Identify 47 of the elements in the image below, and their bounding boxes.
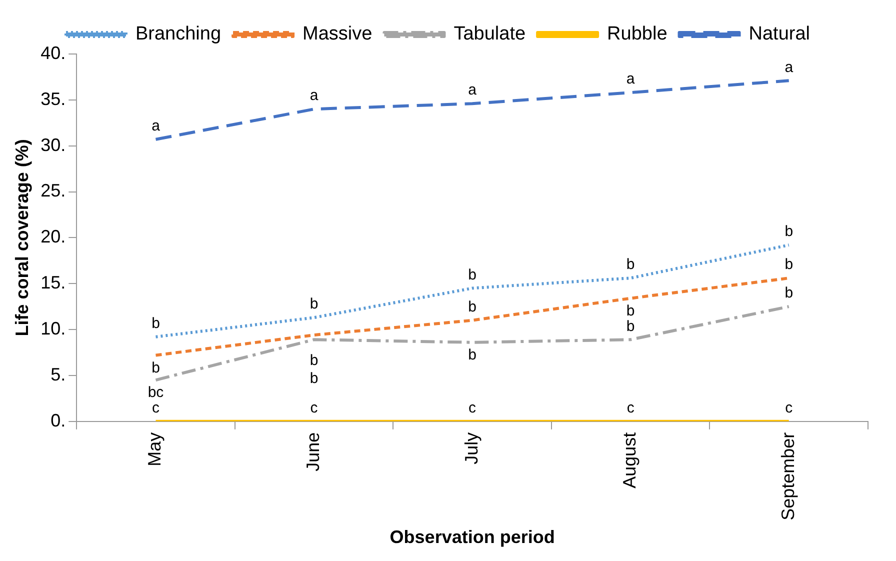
annotation: b xyxy=(152,315,160,332)
legend-label: Natural xyxy=(748,24,810,45)
annotation: b xyxy=(468,298,476,316)
annotation: b xyxy=(310,296,318,313)
annotation: b xyxy=(626,256,635,274)
annotation: b xyxy=(626,302,635,320)
y-tick-label: 25. xyxy=(40,180,66,201)
x-tick-label: September xyxy=(778,432,798,520)
annotation: bc xyxy=(148,384,164,402)
y-tick-label: 30. xyxy=(40,134,66,155)
legend-label: Massive xyxy=(302,24,372,45)
annotation: b xyxy=(784,223,794,240)
legend-label: Branching xyxy=(135,24,222,45)
annotation: b xyxy=(152,359,160,376)
annotation: c xyxy=(468,399,477,416)
legend-label: Rubble xyxy=(607,24,668,45)
annotation: c xyxy=(626,399,635,416)
x-axis-title: Observation period xyxy=(390,527,555,548)
annotation: b xyxy=(626,318,635,335)
annotation: c xyxy=(152,399,160,416)
annotation: a xyxy=(468,82,478,99)
y-tick-label: 20. xyxy=(40,226,66,247)
y-tick-label: 0. xyxy=(50,410,66,430)
annotation: b xyxy=(310,352,318,370)
annotation: b xyxy=(468,346,476,364)
x-tick-label: August xyxy=(620,432,640,488)
x-tick-label: May xyxy=(144,432,165,466)
annotation: a xyxy=(626,70,636,88)
annotation: b xyxy=(784,256,794,274)
x-tick-label: July xyxy=(461,432,482,464)
y-tick-label: 15. xyxy=(40,272,66,293)
annotation: a xyxy=(152,118,161,135)
y-tick-label: 10. xyxy=(40,318,66,338)
legend-label: Tabulate xyxy=(454,24,526,45)
annotation: b xyxy=(468,266,476,284)
annotation: b xyxy=(784,284,794,302)
y-tick-label: 5. xyxy=(50,364,66,384)
y-tick-label: 40. xyxy=(40,42,66,63)
y-tick-label: 35. xyxy=(40,88,66,109)
y-axis-title: Life coral coverage (%) xyxy=(12,139,32,336)
x-tick-label: June xyxy=(303,432,324,472)
annotation: b xyxy=(310,370,318,387)
annotation: a xyxy=(784,58,794,76)
annotation: a xyxy=(310,87,319,104)
annotation: c xyxy=(785,399,794,416)
annotation: c xyxy=(310,399,318,416)
line-series xyxy=(154,244,790,338)
